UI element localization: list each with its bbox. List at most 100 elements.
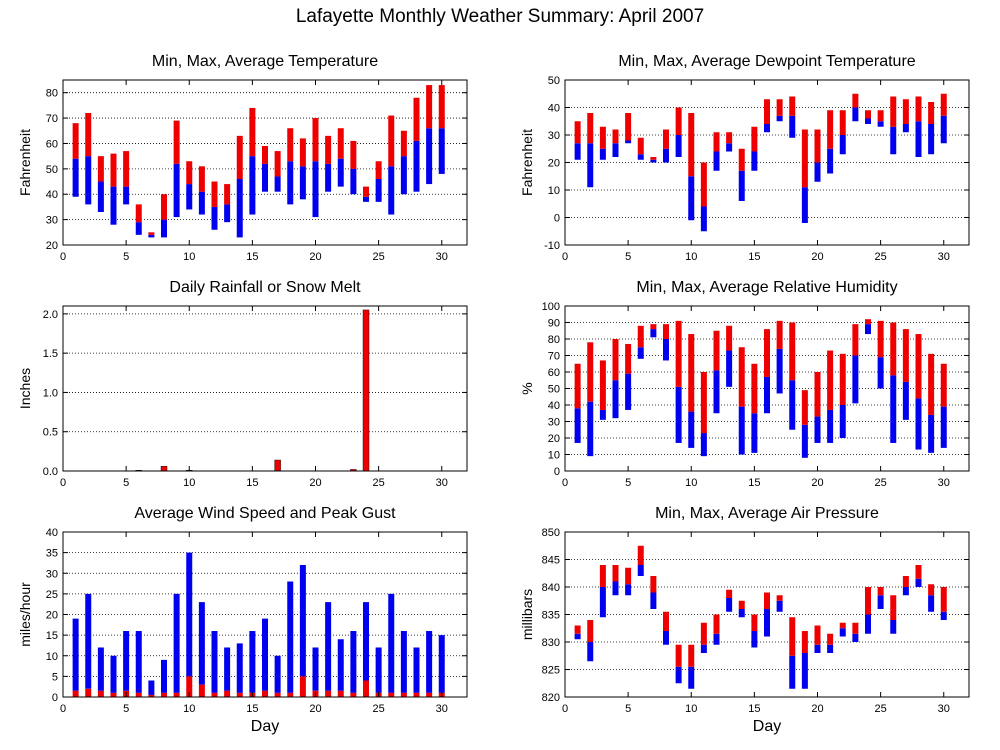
bar-min-avg [839,405,846,438]
bar-avg-max [700,372,707,434]
bar-avg-max [663,324,669,339]
bar-avg-max [675,107,682,135]
x-tick-label: 10 [183,703,195,715]
x-tick-label: 30 [436,251,448,263]
bar-min-avg [877,595,884,609]
x-tick-label: 25 [373,703,385,715]
bar-min-avg [928,124,935,155]
bar-min-avg [312,161,319,218]
bar-min-avg [940,406,947,448]
x-tick-label: 20 [811,477,823,489]
y-tick-label: 40 [46,189,58,201]
bar-avg-max [198,166,205,192]
bar-average-wind [299,676,306,697]
bar-avg-max [663,129,669,149]
bar-avg-max [612,565,619,582]
bar-min-avg [637,565,644,576]
y-tick-label: 30 [46,215,58,227]
bar-peak-gust [198,602,205,685]
bar-avg-max [574,363,581,409]
bar-peak-gust [249,631,256,693]
bar-avg-max [72,123,79,159]
bar-min-avg [890,126,897,155]
bar-avg-max [726,589,733,598]
bar-avg-max [852,324,859,356]
y-tick-label: 820 [542,692,560,704]
x-tick-label: 0 [60,703,66,715]
x-tick-label: 20 [309,477,321,489]
x-tick-label: 0 [562,477,568,489]
bar-min-avg [599,409,606,420]
bar-avg-max [928,584,935,596]
bar-min-avg [337,158,344,187]
bar-avg-max [186,161,193,185]
bar-avg-max [776,99,783,116]
bar-average-wind [350,692,357,697]
x-tick-label: 5 [123,251,129,263]
bar-peak-gust [400,631,407,693]
x-tick-label: 10 [685,703,697,715]
bar-avg-max [713,330,720,371]
bar-avg-max [764,329,770,377]
x-tick-label: 10 [685,251,697,263]
bar-peak-gust [350,631,357,693]
bar-min-avg [574,143,581,160]
x-tick-label: 15 [748,703,760,715]
bar-min-avg [738,170,745,201]
y-tick-label: 90 [548,318,560,330]
x-tick-label: 5 [625,251,631,263]
bar-peak-gust [438,635,445,693]
bar-rainfall [160,466,168,472]
bar-avg-max [599,565,606,587]
bar-min-avg [688,411,695,448]
bar-avg-max [928,102,935,124]
bar-min-avg [852,633,859,642]
bar-avg-max [902,99,909,124]
chart-title: Average Wind Speed and Peak Gust [134,505,396,522]
bar-avg-max [764,592,770,609]
y-tick-label: 10 [548,450,560,462]
bar-min-avg [663,148,669,163]
bar-min-avg [764,376,770,414]
x-tick-label: 15 [246,477,258,489]
bar-min-avg [928,595,935,612]
bar-min-avg [599,587,606,618]
bar-avg-max [173,120,180,164]
bar-peak-gust [135,631,142,693]
y-tick-label: 25 [46,589,58,601]
bar-min-avg [426,128,433,185]
bar-avg-max [587,113,594,144]
bar-min-avg [650,159,657,163]
bar-min-avg [751,151,758,171]
bar-min-avg [350,168,357,195]
bar-avg-max [827,350,834,410]
bar-min-avg [574,633,581,640]
bar-avg-max [726,325,733,351]
x-tick-label: 15 [748,251,760,263]
bar-min-avg [940,115,947,144]
x-tick-label: 25 [373,251,385,263]
bar-avg-max [675,320,682,387]
y-tick-label: 2.0 [43,309,58,321]
y-tick-label: 20 [46,610,58,622]
bar-min-avg [865,324,871,335]
bar-min-avg [675,386,682,443]
bar-avg-max [713,614,720,634]
y-axis-label: miles/hour [17,582,33,647]
x-tick-label: 30 [436,477,448,489]
bar-min-avg [776,348,783,394]
x-tick-label: 0 [562,251,568,263]
plot-frame [62,305,468,472]
chart-panel-1: 20 30 40 50 60 70 80 0 5 10 15 20 25 30 Min, Max, Aver… [17,53,468,263]
y-tick-label: 20 [548,433,560,445]
x-tick-label: 20 [309,251,321,263]
x-tick-label: 30 [938,703,950,715]
y-tick-label: 100 [542,301,560,313]
bar-avg-max [650,576,657,593]
bar-min-avg [801,187,808,223]
y-tick-label: 20 [548,158,560,170]
bar-min-avg [726,350,733,387]
y-tick-label: 830 [542,637,560,649]
bar-average-wind [363,680,369,697]
x-tick-label: 25 [875,251,887,263]
